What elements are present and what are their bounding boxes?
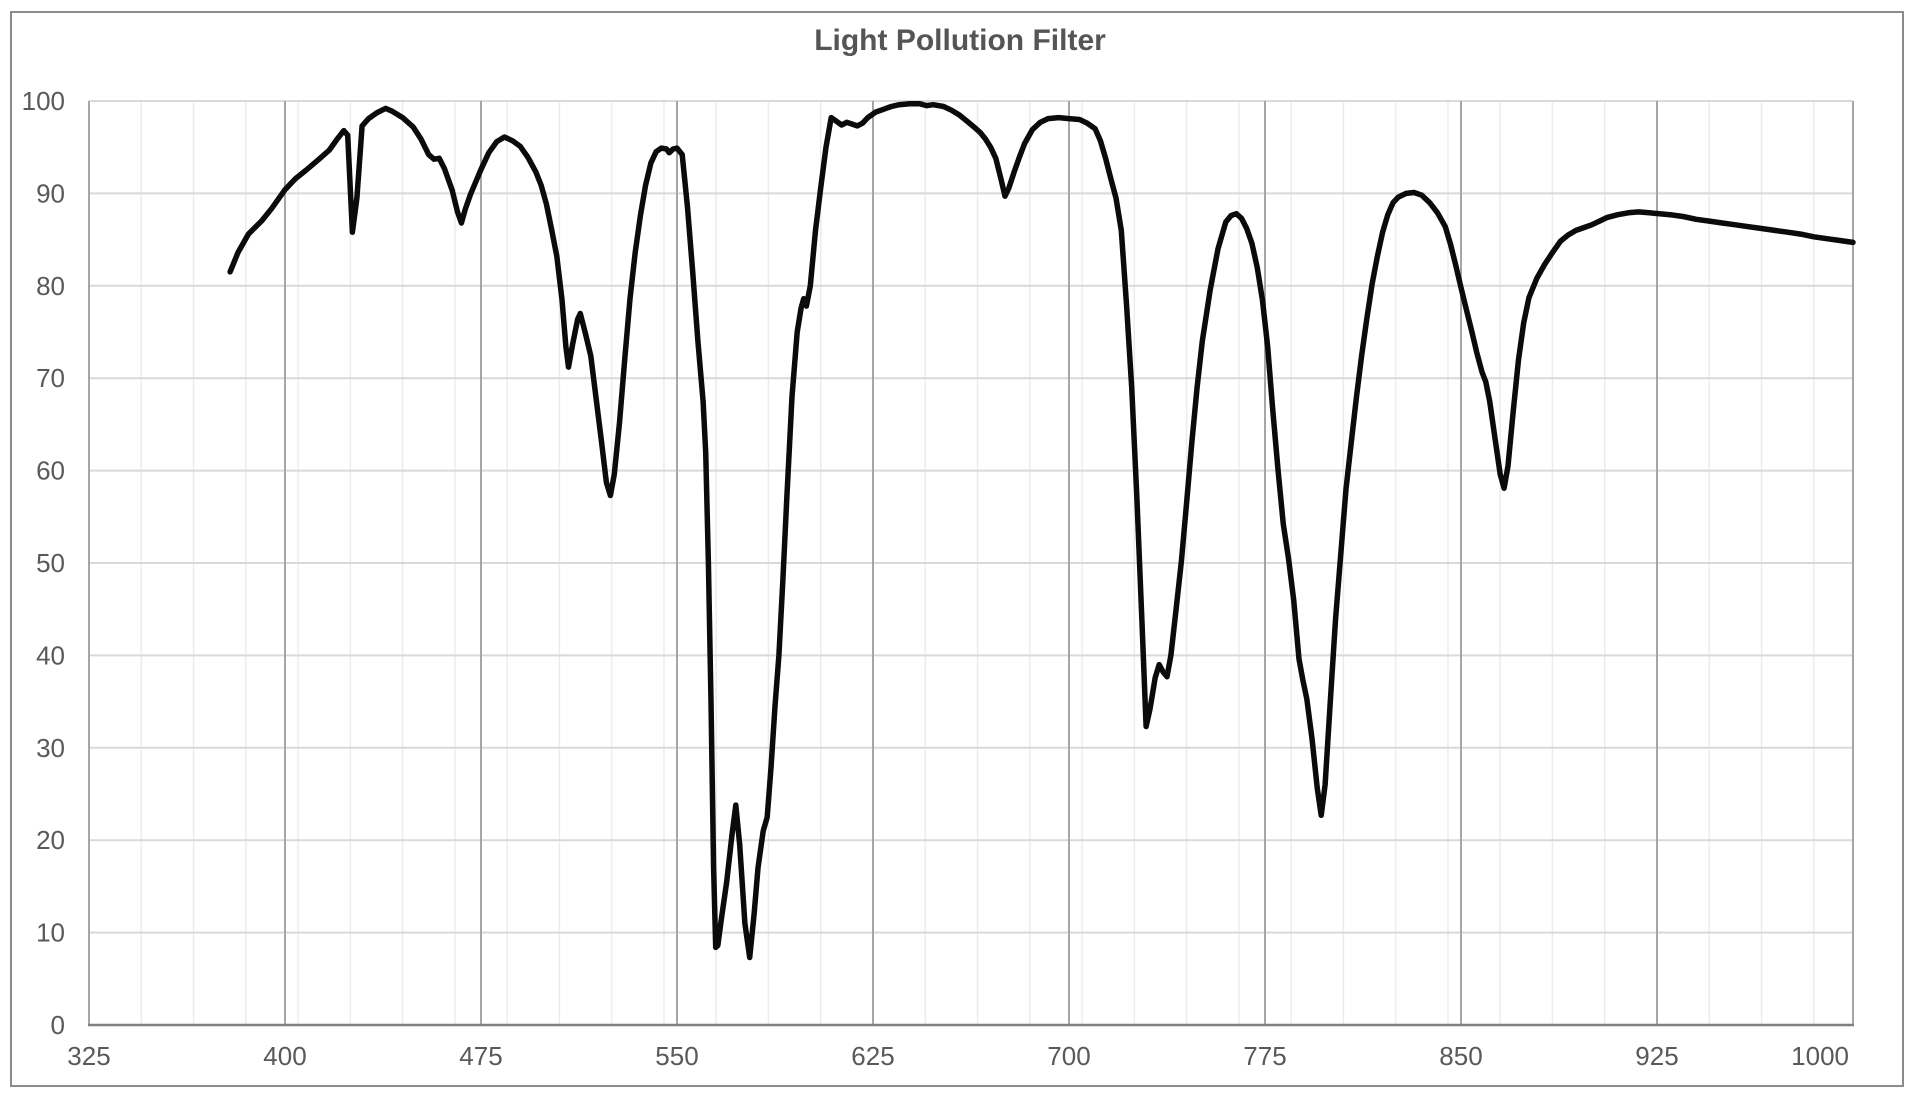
x-axis-tick-label: 475: [459, 1041, 502, 1071]
y-axis-tick-label: 90: [36, 178, 65, 208]
y-axis-tick-label: 50: [36, 548, 65, 578]
y-axis-tick-label: 30: [36, 733, 65, 763]
y-axis-tick-label: 60: [36, 456, 65, 486]
y-axis-tick-label: 70: [36, 363, 65, 393]
x-axis-tick-label: 1000: [1791, 1041, 1849, 1071]
y-axis-tick-label: 80: [36, 271, 65, 301]
x-axis-tick-label: 550: [655, 1041, 698, 1071]
x-axis-tick-label: 775: [1243, 1041, 1286, 1071]
chart-border: [10, 11, 1904, 1087]
y-axis-tick-label: 20: [36, 825, 65, 855]
x-axis-tick-label: 400: [263, 1041, 306, 1071]
x-axis-tick-label: 625: [851, 1041, 894, 1071]
y-axis-tick-label: 10: [36, 918, 65, 948]
x-axis-tick-label: 850: [1439, 1041, 1482, 1071]
y-axis-tick-label: 0: [51, 1010, 65, 1040]
y-axis-tick-label: 40: [36, 640, 65, 670]
series-line-transmission-percent: [227, 101, 1856, 961]
y-axis-tick-label: 100: [22, 86, 65, 116]
x-axis-tick-label: 700: [1047, 1041, 1090, 1071]
x-axis-tick-label: 325: [67, 1041, 110, 1071]
chart-title: Light Pollution Filter: [814, 24, 1106, 57]
x-axis-tick-label: 925: [1635, 1041, 1678, 1071]
